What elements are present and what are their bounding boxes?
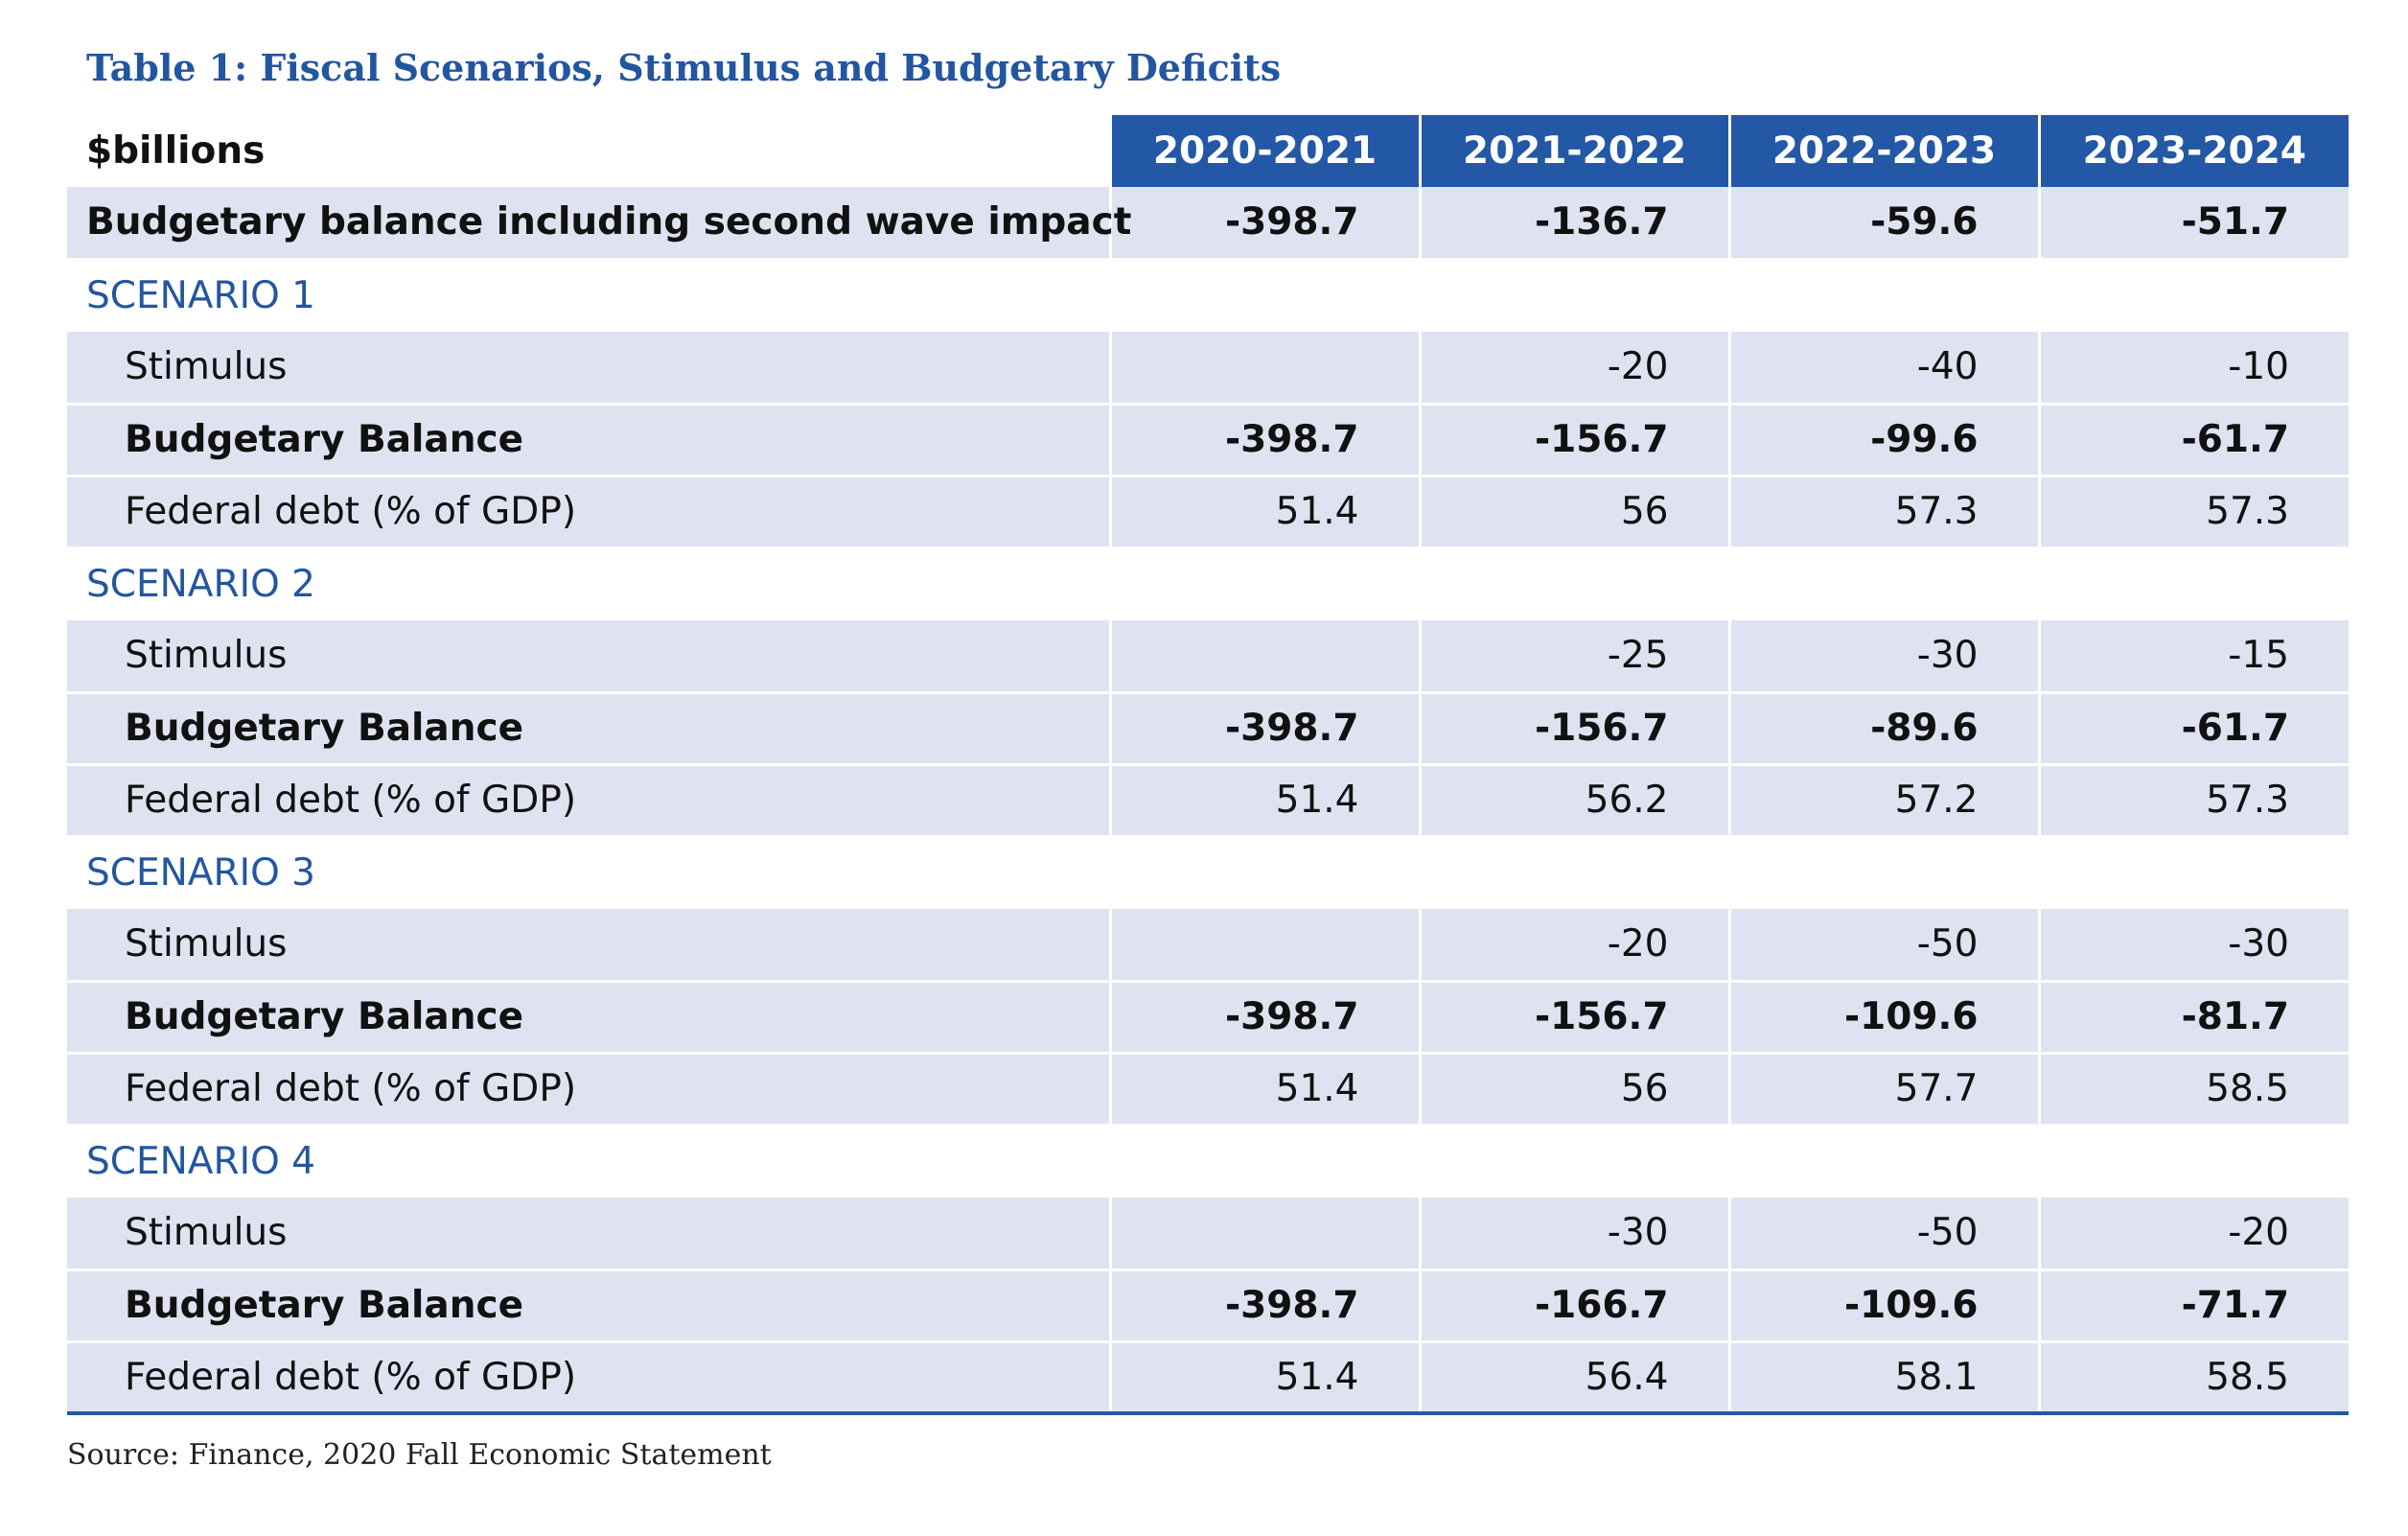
row-label: Budgetary Balance — [67, 981, 1110, 1055]
table-cell: -156.7 — [1418, 981, 1729, 1055]
table-cell: -30 — [1418, 1198, 1729, 1271]
table-cell: -81.7 — [2037, 981, 2349, 1055]
scenario-heading-row: SCENARIO 3 — [67, 836, 2349, 909]
table-cell: 57.7 — [1727, 1053, 2039, 1127]
budgetary-balance-row: Budgetary Balance -398.7 -156.7 -109.6 -… — [67, 981, 2349, 1055]
table-cell — [1108, 909, 1420, 983]
table-cell: -20 — [2037, 1198, 2349, 1271]
table-cell: 57.3 — [1727, 476, 2039, 549]
table-cell: 57.3 — [2037, 476, 2349, 549]
row-label: Budgetary balance including second wave … — [67, 187, 1131, 261]
baseline-balance-row: Budgetary balance including second wave … — [67, 187, 2349, 261]
table-cell: -156.7 — [1418, 692, 1729, 766]
row-label: Budgetary Balance — [67, 692, 1110, 766]
table-cell: -398.7 — [1108, 404, 1420, 477]
year-header: 2023-2024 — [2037, 115, 2349, 187]
row-label: Federal debt (% of GDP) — [67, 1341, 1110, 1415]
table-cell: -51.7 — [2037, 187, 2349, 261]
table-cell: 56.4 — [1418, 1341, 1729, 1415]
table-cell: 57.2 — [1727, 764, 2039, 838]
stimulus-row: Stimulus -20 -50 -30 — [67, 909, 2349, 983]
scenario-heading-row: SCENARIO 2 — [67, 547, 2349, 620]
table-cell: -50 — [1727, 1198, 2039, 1271]
table-cell: -50 — [1727, 909, 2039, 983]
table-cell: -25 — [1418, 620, 1729, 694]
year-header: 2021-2022 — [1418, 115, 1729, 187]
table-cell: 56 — [1418, 476, 1729, 549]
table-cell: -109.6 — [1727, 981, 2039, 1055]
scenario-heading: SCENARIO 1 — [67, 259, 2349, 332]
table-cell: -398.7 — [1108, 187, 1420, 261]
table-cell: 51.4 — [1108, 1341, 1420, 1415]
table-cell — [1108, 332, 1420, 406]
table-cell: -59.6 — [1727, 187, 2039, 261]
table-cell: -20 — [1418, 332, 1729, 406]
federal-debt-row: Federal debt (% of GDP) 51.4 56.4 58.1 5… — [67, 1341, 2349, 1415]
row-label: Federal debt (% of GDP) — [67, 476, 1110, 549]
table-cell: -166.7 — [1418, 1269, 1729, 1343]
table-cell: 51.4 — [1108, 764, 1420, 838]
stimulus-row: Stimulus -30 -50 -20 — [67, 1198, 2349, 1271]
table-cell: 58.1 — [1727, 1341, 2039, 1415]
row-label: Budgetary Balance — [67, 1269, 1110, 1343]
table-cell: -89.6 — [1727, 692, 2039, 766]
source-note: Source: Finance, 2020 Fall Economic Stat… — [67, 1438, 772, 1472]
scenario-heading: SCENARIO 2 — [67, 547, 2349, 620]
unit-label: $billions — [67, 115, 1110, 187]
row-label: Budgetary Balance — [67, 404, 1110, 477]
budgetary-balance-row: Budgetary Balance -398.7 -156.7 -99.6 -6… — [67, 404, 2349, 477]
scenario-heading-row: SCENARIO 4 — [67, 1125, 2349, 1198]
scenario-heading: SCENARIO 4 — [67, 1125, 2349, 1198]
row-label: Stimulus — [67, 332, 1110, 406]
table-cell: -10 — [2037, 332, 2349, 406]
row-label: Stimulus — [67, 909, 1110, 983]
table-cell: -156.7 — [1418, 404, 1729, 477]
row-label: Federal debt (% of GDP) — [67, 764, 1110, 838]
table-cell: -109.6 — [1727, 1269, 2039, 1343]
table-title: Table 1: Fiscal Scenarios, Stimulus and … — [86, 46, 1282, 89]
stimulus-row: Stimulus -25 -30 -15 — [67, 620, 2349, 694]
scenario-heading-row: SCENARIO 1 — [67, 259, 2349, 332]
table-cell: 56.2 — [1418, 764, 1729, 838]
table-cell: 57.3 — [2037, 764, 2349, 838]
federal-debt-row: Federal debt (% of GDP) 51.4 56 57.3 57.… — [67, 476, 2349, 549]
budgetary-balance-row: Budgetary Balance -398.7 -166.7 -109.6 -… — [67, 1269, 2349, 1343]
table-cell: -20 — [1418, 909, 1729, 983]
row-label: Stimulus — [67, 1198, 1110, 1271]
year-header: 2020-2021 — [1108, 115, 1420, 187]
table-cell — [1108, 1198, 1420, 1271]
table-cell: -398.7 — [1108, 1269, 1420, 1343]
table-cell: -61.7 — [2037, 692, 2349, 766]
table-cell: -30 — [1727, 620, 2039, 694]
table-cell: -15 — [2037, 620, 2349, 694]
row-label: Stimulus — [67, 620, 1110, 694]
table-header-row: $billions 2020-2021 2021-2022 2022-2023 … — [67, 115, 2349, 187]
fiscal-scenarios-table: $billions 2020-2021 2021-2022 2022-2023 … — [67, 115, 2349, 1415]
table-cell: -136.7 — [1418, 187, 1729, 261]
table-cell: -398.7 — [1108, 692, 1420, 766]
scenario-heading: SCENARIO 3 — [67, 836, 2349, 909]
table-cell: 51.4 — [1108, 1053, 1420, 1127]
table-cell: 51.4 — [1108, 476, 1420, 549]
table-cell: 58.5 — [2037, 1053, 2349, 1127]
stimulus-row: Stimulus -20 -40 -10 — [67, 332, 2349, 406]
table-cell — [1108, 620, 1420, 694]
table-cell: -30 — [2037, 909, 2349, 983]
table-cell: -40 — [1727, 332, 2039, 406]
table-cell: -398.7 — [1108, 981, 1420, 1055]
budgetary-balance-row: Budgetary Balance -398.7 -156.7 -89.6 -6… — [67, 692, 2349, 766]
table-cell: -71.7 — [2037, 1269, 2349, 1343]
table-cell: 58.5 — [2037, 1341, 2349, 1415]
federal-debt-row: Federal debt (% of GDP) 51.4 56.2 57.2 5… — [67, 764, 2349, 838]
year-header: 2022-2023 — [1727, 115, 2039, 187]
table-cell: -61.7 — [2037, 404, 2349, 477]
table-cell: 56 — [1418, 1053, 1729, 1127]
row-label: Federal debt (% of GDP) — [67, 1053, 1110, 1127]
federal-debt-row: Federal debt (% of GDP) 51.4 56 57.7 58.… — [67, 1053, 2349, 1127]
table-cell: -99.6 — [1727, 404, 2039, 477]
